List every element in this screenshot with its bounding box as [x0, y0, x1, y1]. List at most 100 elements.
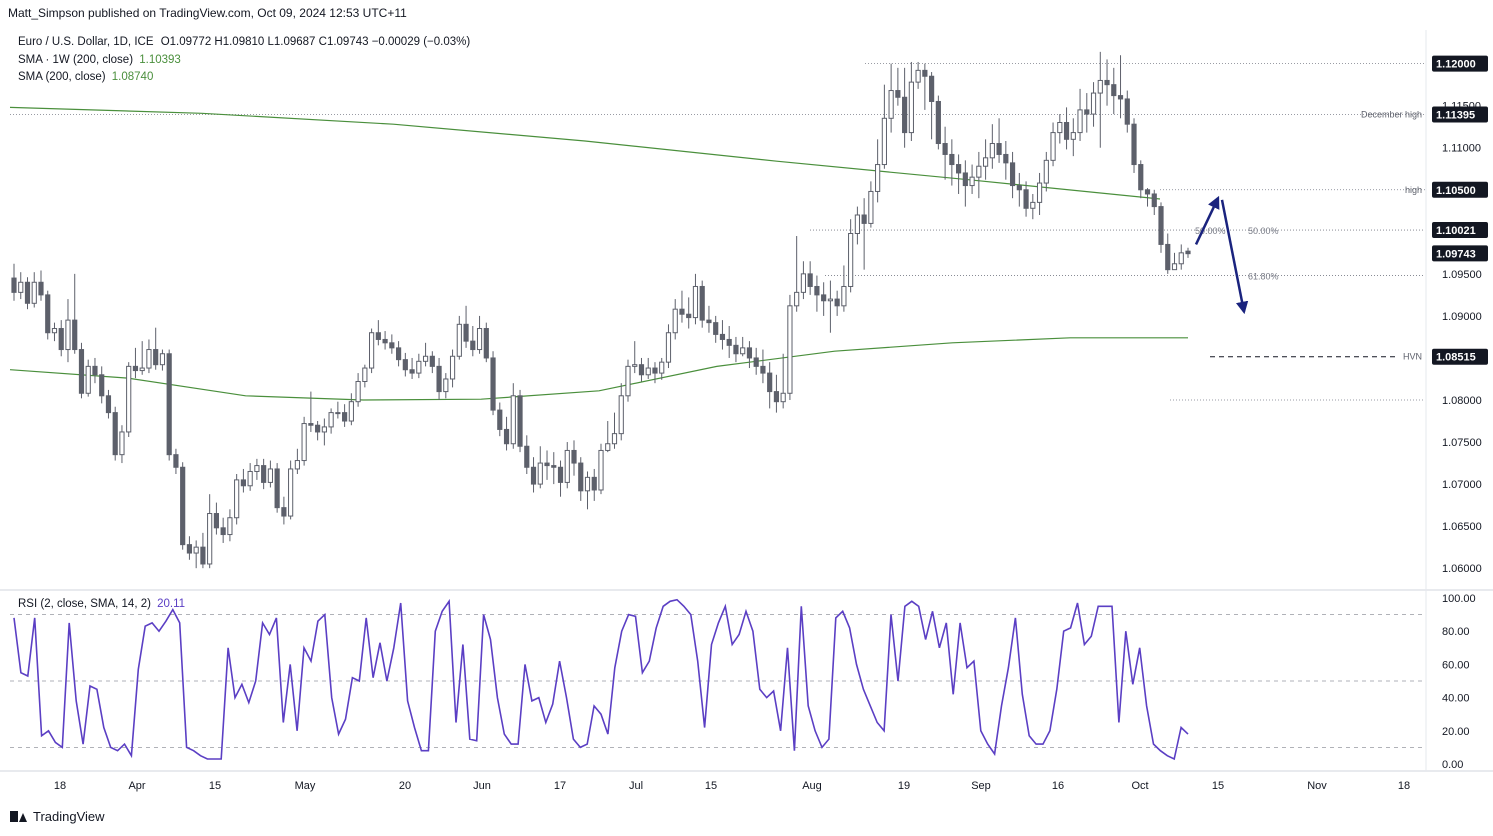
rsi-legend[interactable]: RSI (2, close, SMA, 14, 2) 20.11 [18, 598, 185, 610]
fib-label: 50.00% [1248, 226, 1279, 236]
time-tick-label: 20 [399, 780, 411, 792]
price-tag [1432, 55, 1488, 72]
candle-body [51, 328, 58, 334]
price-tag [1432, 348, 1488, 365]
candle-body [659, 361, 665, 374]
candle-body [1057, 122, 1063, 134]
candle-body [969, 176, 975, 187]
candle-body [726, 338, 732, 346]
candle-body [186, 544, 193, 554]
time-tick-label: Apr [128, 780, 145, 792]
candle-body [962, 172, 968, 187]
candle-body [213, 513, 220, 529]
candle-body [139, 367, 145, 372]
candle-body [1104, 79, 1110, 86]
sma-weekly-legend[interactable]: SMA · 1W (200, close) 1.10393 [18, 54, 181, 66]
fib-label: 61.80% [1248, 272, 1279, 282]
price-tag [1432, 106, 1488, 123]
candle-body [605, 443, 611, 451]
candle-body [490, 357, 496, 411]
price-tag-value: 1.08515 [1436, 352, 1476, 364]
candle-body [348, 401, 354, 422]
candle-body [105, 395, 112, 414]
candle-body [537, 462, 543, 485]
candle-body [72, 319, 78, 351]
time-tick-label: 16 [1052, 780, 1064, 792]
candle-body [476, 328, 483, 351]
time-tick-label: 18 [54, 780, 66, 792]
candle-body [443, 378, 449, 393]
price-tag [1432, 245, 1488, 262]
candle-body [11, 277, 17, 293]
rsi-tick-label: 100.00 [1442, 593, 1476, 605]
candle-body [881, 117, 887, 166]
sma-weekly-line [9, 106, 1161, 200]
candle-body [78, 349, 85, 394]
candle-body [132, 365, 139, 372]
candle-body [1171, 263, 1178, 271]
candle-body [1158, 206, 1164, 245]
candle-body [902, 96, 908, 134]
candle-body [665, 332, 672, 363]
candle-body [173, 454, 179, 468]
candle-body [503, 428, 510, 445]
sma-daily-label: SMA (200, close) [18, 71, 106, 83]
candle-body [618, 395, 624, 435]
candle-body [746, 347, 753, 359]
sma-daily-legend[interactable]: SMA (200, close) 1.08740 [18, 71, 153, 83]
candle-body [1043, 159, 1049, 184]
price-tick-label: 1.07000 [1442, 479, 1482, 491]
candle-body [989, 143, 995, 159]
candle-body [58, 328, 64, 351]
time-tick-label: Sep [971, 780, 991, 792]
candle-body [854, 214, 860, 234]
rsi-value: 20.11 [157, 598, 186, 610]
candle-body [1097, 79, 1103, 94]
symbol-name: Euro / U.S. Dollar, 1D, ICE [18, 36, 154, 48]
candle-body [342, 412, 348, 422]
tradingview-brand: TradingView [10, 809, 105, 824]
rsi-tick-label: 80.00 [1442, 626, 1470, 638]
candle-body [119, 431, 125, 456]
candle-body [544, 462, 550, 467]
sma-weekly-label: SMA · 1W (200, close) [18, 54, 134, 66]
candle-body [686, 313, 692, 319]
rsi-tick-label: 0.00 [1442, 759, 1463, 771]
candle-body [524, 445, 530, 468]
rsi-label: RSI (2, close, SMA, 14, 2) [18, 598, 151, 610]
candle-body [868, 190, 874, 224]
candle-body [1131, 123, 1137, 166]
symbol-legend[interactable]: Euro / U.S. Dollar, 1D, ICE O1.09772 H1.… [18, 36, 470, 48]
candle-body [982, 157, 989, 167]
candle-body [99, 374, 105, 397]
candle-body [1016, 185, 1022, 191]
candle-body [915, 69, 921, 83]
candle-body [470, 340, 476, 351]
candle-body [922, 69, 928, 77]
candle-body [598, 449, 604, 491]
candle-body [389, 342, 395, 349]
candle-body [18, 281, 24, 293]
candle-body [632, 364, 638, 367]
time-tick-label: Jun [473, 780, 491, 792]
price-tick-label: 1.09500 [1442, 269, 1482, 281]
candle-body [1111, 84, 1117, 97]
price-tick-label: 1.07500 [1442, 437, 1482, 449]
candle-body [449, 355, 456, 380]
candle-body [294, 460, 300, 470]
candle-body [719, 333, 726, 340]
price-tick-label: 1.06500 [1442, 521, 1482, 533]
candle-body [929, 75, 935, 102]
candle-body [706, 319, 712, 324]
candle-body [362, 367, 368, 382]
candle-body [267, 468, 273, 483]
candle-body [672, 308, 678, 334]
price-tag [1432, 222, 1488, 239]
candle-body [1084, 109, 1090, 115]
candle-body [773, 391, 780, 403]
candle-body [497, 409, 503, 430]
price-tag-text: high [1405, 185, 1422, 195]
price-tag-value: 1.10500 [1436, 185, 1476, 197]
sma-weekly-value: 1.10393 [139, 54, 181, 66]
